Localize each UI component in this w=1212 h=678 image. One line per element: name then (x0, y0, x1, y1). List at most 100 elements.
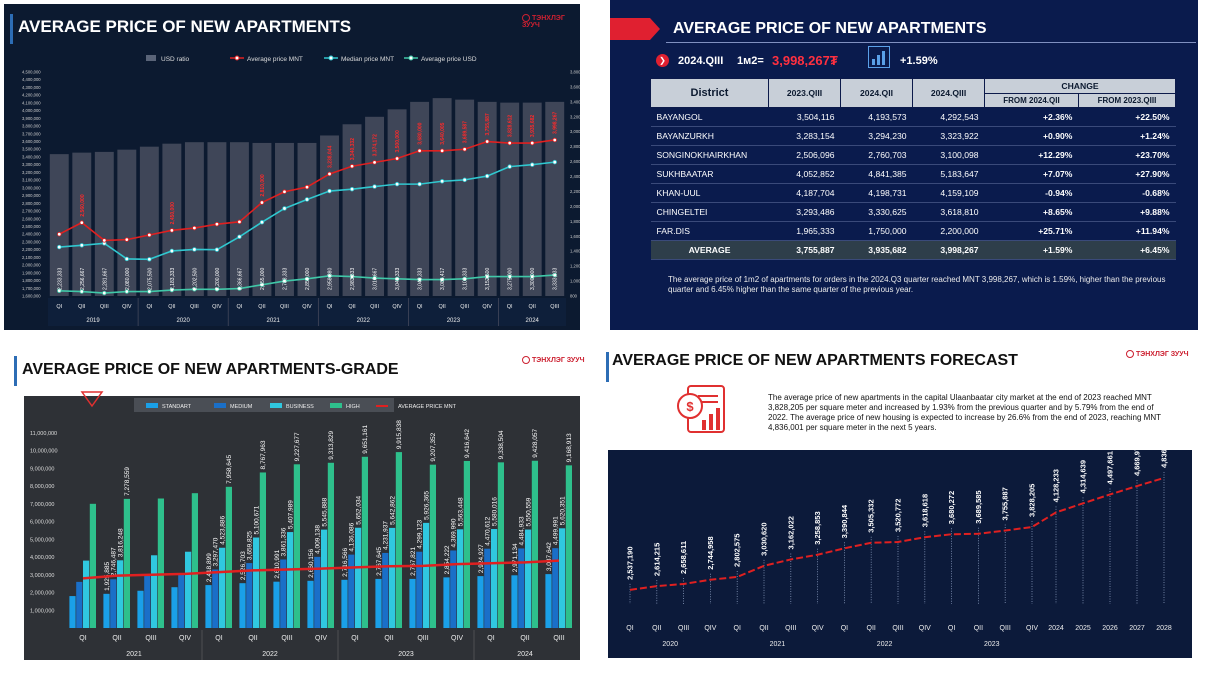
avg-usd-point (439, 277, 445, 282)
standart-bar (341, 579, 348, 628)
y-tick-right: 1,600 (570, 234, 580, 239)
forecast-value-label: 3,030,620 (760, 522, 769, 555)
avg-mnt-point (102, 238, 107, 243)
forecast-value-label: 2,744,958 (706, 536, 715, 569)
median-mnt-point (259, 220, 265, 225)
m2-label: 1м2= (737, 55, 764, 67)
x-year-label: 2021 (267, 318, 281, 324)
avg-mnt-point (372, 160, 377, 165)
y-tick-left: 1,900,000 (22, 270, 41, 275)
y-tick: 9,000,000 (30, 466, 54, 472)
y-tick-left: 3,200,000 (22, 170, 41, 175)
grade-value-label: 9,168,913 (566, 433, 573, 462)
price-cell: 3,294,230 (840, 126, 913, 146)
avg-usd-point (282, 278, 287, 284)
grade-value-label: 2,971,134 (512, 543, 519, 572)
y-tick-left: 2,700,000 (22, 209, 41, 214)
change-cell: +27.90% (1078, 164, 1176, 184)
median-label: 3,048,333 (395, 268, 401, 290)
x-year-label: 2024 (517, 651, 533, 658)
x-quarter-label: QII (248, 635, 257, 642)
y-tick-left: 3,500,000 (22, 147, 41, 152)
grade-value-label: 2,418,899 (206, 553, 213, 582)
grade-value-label: 4,499,991 (553, 516, 560, 545)
median-mnt-point (124, 256, 130, 262)
company-logo: ТЭНХЛЭГ ЗУУЧ (522, 356, 585, 364)
medium-bar (246, 563, 253, 628)
grade-value-label: 4,484,933 (519, 516, 526, 545)
business-bar (321, 529, 328, 628)
median-label: 3,103,333 (463, 268, 469, 290)
x-year-label: 2022 (262, 651, 278, 658)
high-bar (497, 462, 504, 628)
x-period-label: QI (626, 625, 633, 632)
high-bar (157, 498, 164, 628)
y-tick: 3,000,000 (30, 573, 54, 579)
median-label: 2,733,333 (282, 268, 288, 290)
x-quarter-label: QII (258, 304, 266, 310)
y-tick-right: 2,200 (570, 189, 580, 194)
x-period-label: QIV (704, 625, 716, 632)
median-mnt-point (304, 197, 310, 202)
avg-mnt-label: 3,689,587 (463, 121, 469, 143)
forecast-value-label: 3,618,618 (920, 494, 929, 527)
x-quarter-label: QI (237, 304, 243, 310)
x-quarter-label: QIV (179, 635, 191, 642)
change-cell: +6.45% (1078, 240, 1176, 260)
legend-marker (408, 55, 414, 61)
usd-ratio-bar (387, 109, 407, 296)
header-change: CHANGE (984, 78, 1176, 94)
legend-swatch (146, 55, 156, 61)
panel2-title: AVERAGE PRICE OF NEW APARTMENTS (673, 20, 987, 37)
panel1-title: AVERAGE PRICE OF NEW APARTMENTS (18, 17, 352, 36)
x-quarter-label: QII (78, 304, 86, 310)
m2-value: 3,998,267₮ (772, 53, 838, 68)
avg-mnt-label: 3,500,000 (395, 130, 401, 152)
usd-ratio-bar (252, 142, 272, 296)
median-mnt-point (169, 248, 175, 254)
grade-value-label: 5,652,034 (355, 495, 362, 524)
standart-bar (443, 577, 450, 628)
svg-text:$: $ (686, 399, 694, 414)
x-period-label: 2027 (1129, 625, 1145, 632)
x-quarter-label: QIV (315, 635, 327, 642)
title-accent-bar (10, 14, 13, 44)
x-period-label: QIII (892, 625, 903, 632)
logo-text: ТЭНХЛЭГ ЗУУЧ (1136, 350, 1189, 358)
price-cell: 3,755,887 (768, 240, 841, 260)
change-cell: +0.90% (984, 126, 1079, 146)
high-bar (89, 503, 96, 628)
x-quarter-label: QI (351, 635, 358, 642)
business-bar (287, 532, 294, 628)
medium-bar (76, 581, 83, 628)
median-label: 3,085,417 (440, 268, 446, 290)
district-name: AVERAGE (650, 240, 769, 260)
avg-mnt-label: 3,238,044 (328, 145, 334, 167)
usd-ratio-bar (49, 154, 69, 296)
forecast-value-label: 4,128,233 (1052, 469, 1061, 502)
median-mnt-point (484, 173, 490, 179)
y-tick-left: 4,300,000 (22, 85, 41, 90)
price-cell: 4,187,704 (768, 183, 841, 203)
district-row: FAR.DIS 1,965,333 1,750,000 2,200,000 +25.71… (650, 221, 1176, 241)
grade-value-label: 2,854,222 (444, 545, 451, 574)
y-tick-left: 3,700,000 (22, 131, 41, 136)
x-quarter-label: QIII (460, 304, 469, 310)
business-bar (559, 528, 566, 628)
avg-mnt-label: 2,450,000 (170, 202, 176, 224)
forecast-value-label: 4,314,639 (1079, 460, 1088, 493)
median-mnt-point (237, 234, 242, 239)
avg-usd-point (394, 276, 400, 282)
y-tick-right: 2,000 (570, 204, 580, 209)
district-name: CHINGELTEI (650, 202, 769, 222)
avg-mnt-label: 3,998,267 (553, 112, 559, 134)
x-quarter-label: QIII (550, 304, 559, 310)
company-logo: ТЭНХЛЭГ ЗУУЧ (1126, 350, 1189, 358)
change-cell: -0.94% (984, 183, 1079, 203)
standart-bar (103, 593, 110, 628)
avg-mnt-point (349, 164, 355, 169)
x-quarter-label: QII (112, 635, 121, 642)
y-tick-right: 1,400 (570, 249, 580, 254)
grade-value-label: 2,716,566 (342, 548, 349, 577)
x-period-label: QII (867, 625, 876, 632)
